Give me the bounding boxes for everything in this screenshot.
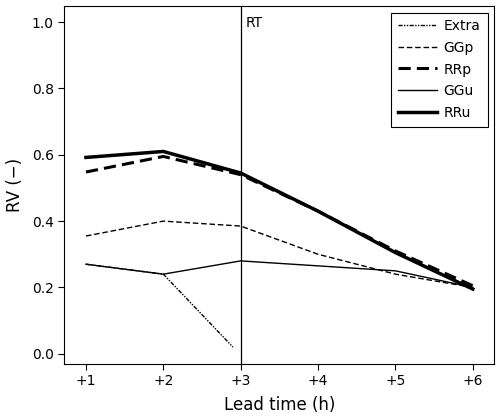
Y-axis label: RV (−): RV (−) <box>6 158 24 212</box>
X-axis label: Lead time (h): Lead time (h) <box>224 396 335 415</box>
Text: RT: RT <box>246 16 263 30</box>
Legend: Extra, GGp, RRp, GGu, RRu: Extra, GGp, RRp, GGu, RRu <box>391 13 488 127</box>
